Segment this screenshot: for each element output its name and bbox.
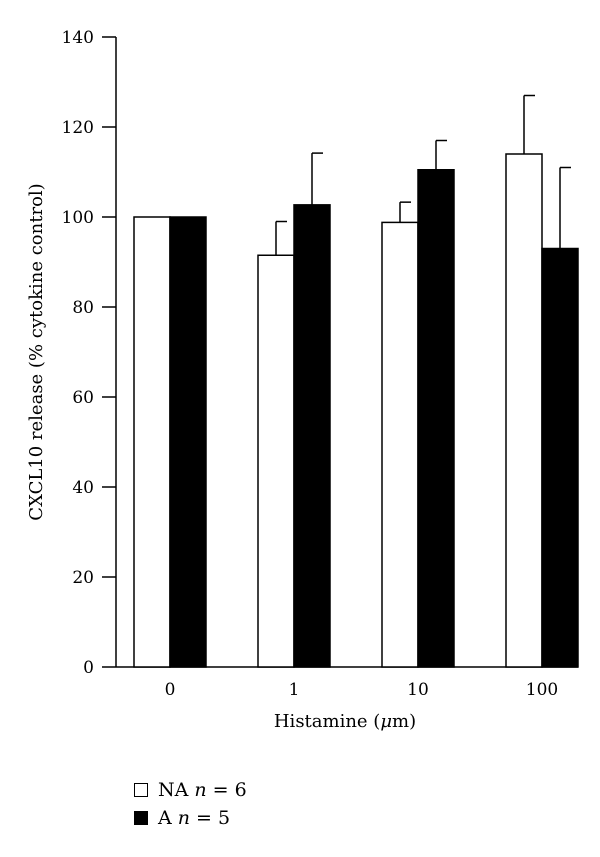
legend-n-value-a: = 5	[195, 807, 231, 829]
x-axis: 0 1 10 100	[116, 666, 578, 700]
legend-n-symbol-a: n	[177, 807, 190, 829]
legend-swatch-a	[134, 811, 148, 825]
bar-na	[257, 254, 295, 668]
x-tick-label: 10	[407, 680, 429, 700]
y-tick-label: 60	[72, 388, 94, 408]
x-axis-title: Histamine (μm)	[274, 711, 416, 732]
y-tick-label: 20	[72, 568, 94, 588]
legend-swatch-na	[134, 783, 148, 797]
x-tick-label: 100	[526, 680, 558, 700]
x-axis-title-mu: μ	[380, 711, 392, 732]
bar-a	[417, 169, 455, 668]
legend-label-na: NA	[158, 779, 189, 801]
x-axis-title-part-1: Histamine (	[274, 711, 380, 732]
legend: NA n = 6 A n = 5	[134, 776, 247, 832]
bar-a	[541, 247, 579, 668]
bar-na	[505, 153, 543, 668]
x-tick-label: 1	[289, 680, 300, 700]
legend-label-a: A	[158, 807, 172, 829]
legend-n-value-na: = 6	[212, 779, 247, 801]
bar-na	[133, 216, 171, 668]
y-tick-label: 100	[62, 208, 94, 228]
y-tick-label: 120	[62, 118, 94, 138]
y-tick-label: 80	[72, 298, 94, 318]
legend-item-na: NA n = 6	[134, 776, 247, 804]
x-tick-label: 0	[165, 680, 176, 700]
x-axis-title-part-3: m)	[392, 711, 416, 732]
bars	[133, 153, 579, 668]
y-axis-title: CXCL10 release (% cytokine control)	[26, 183, 47, 520]
y-tick-label: 40	[72, 478, 94, 498]
bar-na	[381, 221, 419, 668]
y-tick-label: 140	[62, 28, 94, 48]
bar-chart: 0 20 40 60 80 100 120 140 0 1 10 100 CXCL10 releas…	[26, 28, 579, 732]
legend-item-a: A n = 5	[134, 804, 247, 832]
error-bars	[275, 94, 571, 256]
y-axis: 0 20 40 60 80 100 120 140	[62, 28, 117, 678]
y-tick-label: 0	[83, 658, 94, 678]
legend-n-symbol-na: n	[194, 779, 207, 801]
bar-a	[293, 204, 331, 668]
bar-a	[169, 216, 207, 668]
